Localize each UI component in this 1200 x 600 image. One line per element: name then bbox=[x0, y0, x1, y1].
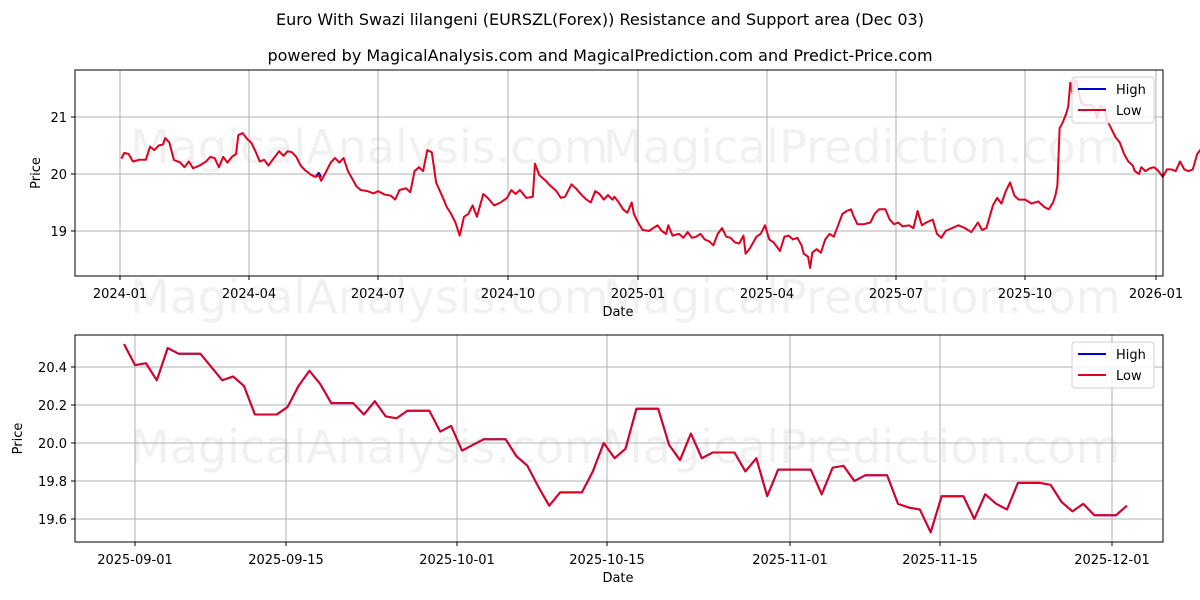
x-tick-label: 2025-04 bbox=[740, 287, 794, 302]
y-tick-label: 19.8 bbox=[38, 475, 67, 490]
low-legend-label: Low bbox=[1116, 104, 1142, 119]
x-tick-label: 2025-09-15 bbox=[248, 553, 324, 568]
high-legend-label: High bbox=[1116, 83, 1146, 98]
x-tick-label: 2025-10-15 bbox=[569, 553, 645, 568]
low-legend-label: Low bbox=[1116, 369, 1142, 384]
low-series-line bbox=[120, 79, 1200, 269]
legend: High Low bbox=[1071, 341, 1155, 389]
main-chart: MagicalAnalysis.comMagicalPrediction.com… bbox=[29, 69, 1200, 324]
low-series-line bbox=[123, 343, 1128, 534]
plot-area bbox=[74, 334, 1164, 543]
x-tick-label: 2025-01 bbox=[611, 287, 665, 302]
x-tick-label: 2025-11-01 bbox=[752, 553, 828, 568]
watermark: MagicalAnalysis.com bbox=[130, 420, 609, 474]
x-tick-label: 2024-07 bbox=[351, 287, 405, 302]
y-tick-label: 20.0 bbox=[38, 437, 67, 452]
x-tick-label: 2024-04 bbox=[222, 287, 276, 302]
y-axis-label: Price bbox=[29, 157, 44, 189]
watermark: MagicalAnalysis.com bbox=[130, 270, 609, 324]
x-tick-label: 2025-10 bbox=[998, 287, 1052, 302]
x-tick-label: 2025-09-01 bbox=[97, 553, 173, 568]
watermark: MagicalAnalysis.com bbox=[130, 120, 609, 174]
watermark: MagicalPrediction.com bbox=[603, 120, 1121, 174]
y-tick-label: 20.2 bbox=[38, 399, 67, 414]
detail-chart: MagicalAnalysis.comMagicalPrediction.com… bbox=[11, 334, 1164, 586]
y-tick-label: 20.4 bbox=[38, 361, 67, 376]
chart-title: Euro With Swazi lilangeni (EURSZL(Forex)… bbox=[276, 10, 924, 29]
x-tick-label: 2025-11-15 bbox=[902, 553, 978, 568]
x-axis-label: Date bbox=[602, 571, 633, 586]
x-tick-label: 2025-10-01 bbox=[419, 553, 495, 568]
x-axis-label: Date bbox=[602, 305, 633, 320]
y-tick-label: 19 bbox=[50, 225, 67, 240]
watermark: MagicalPrediction.com bbox=[603, 420, 1121, 474]
y-tick-label: 19.6 bbox=[38, 513, 67, 528]
x-tick-label: 2025-07 bbox=[869, 287, 923, 302]
chart-subtitle: powered by MagicalAnalysis.com and Magic… bbox=[267, 46, 933, 65]
y-tick-label: 21 bbox=[50, 111, 67, 126]
x-tick-label: 2026-01 bbox=[1129, 287, 1183, 302]
x-tick-label: 2025-12-01 bbox=[1074, 553, 1150, 568]
y-tick-label: 20 bbox=[50, 168, 67, 183]
watermark: MagicalPrediction.com bbox=[603, 270, 1121, 324]
plot-area bbox=[74, 69, 1164, 277]
x-tick-label: 2024-01 bbox=[93, 287, 147, 302]
x-tick-label: 2024-10 bbox=[481, 287, 535, 302]
high-legend-label: High bbox=[1116, 348, 1146, 363]
legend: High Low bbox=[1071, 76, 1155, 124]
y-axis-label: Price bbox=[11, 423, 26, 455]
